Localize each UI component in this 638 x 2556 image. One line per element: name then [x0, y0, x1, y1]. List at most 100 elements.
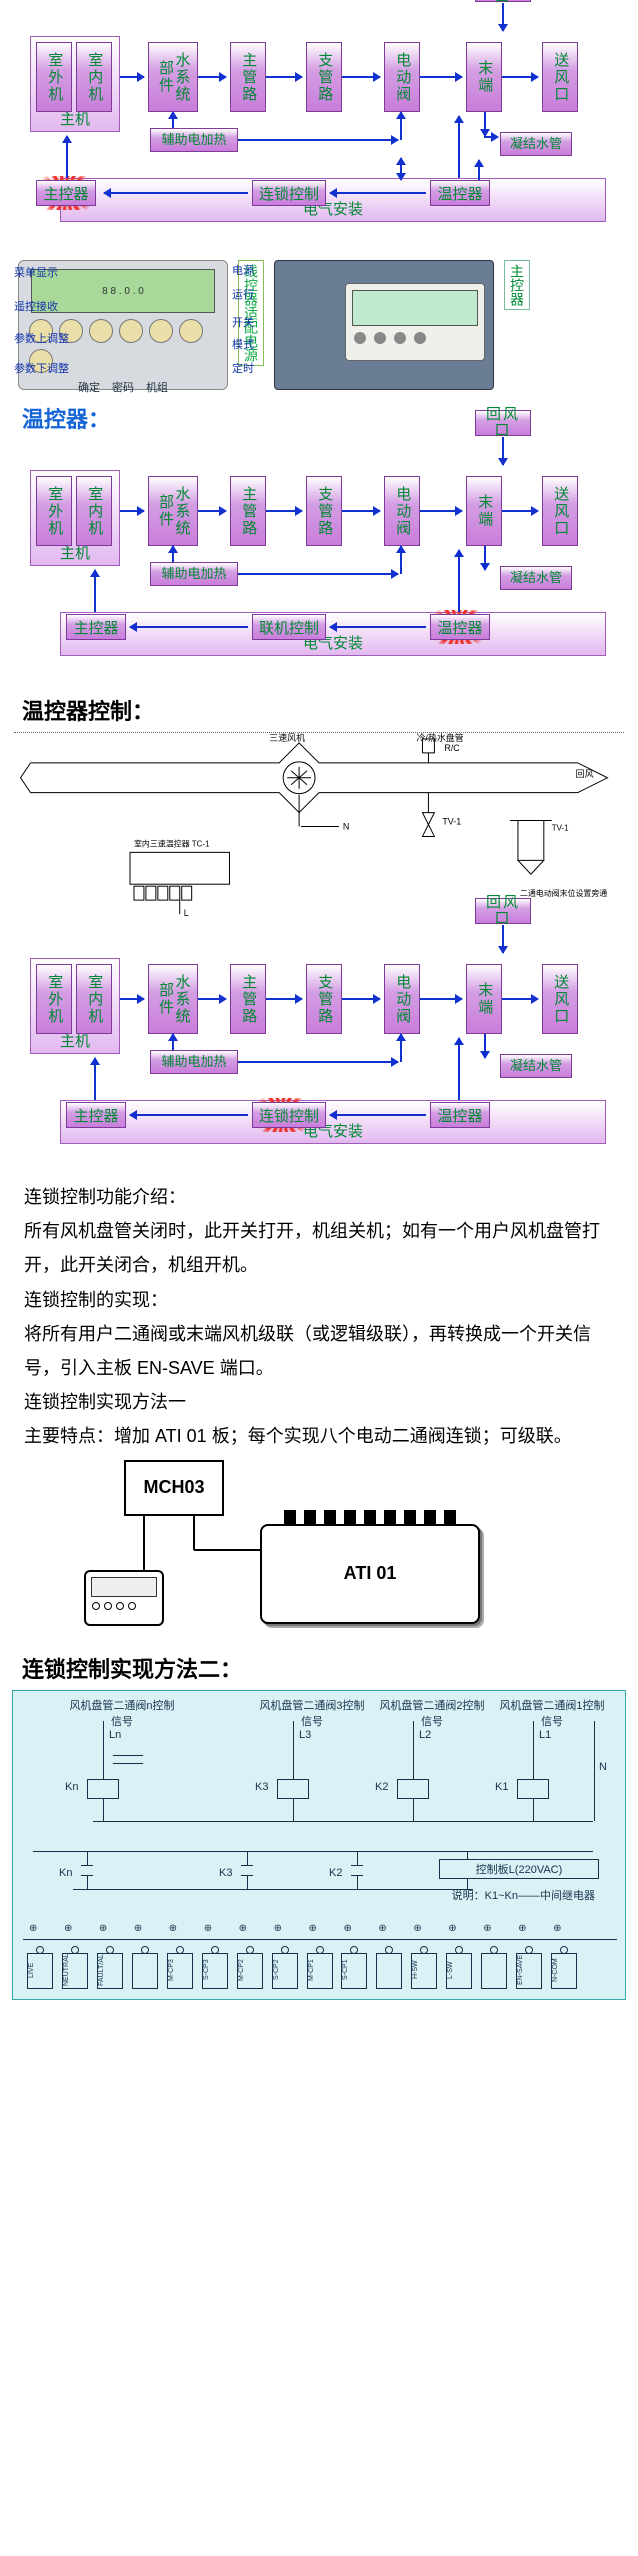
p: 连锁控制功能介绍：	[24, 1180, 614, 1214]
lad-N: N	[599, 1761, 607, 1773]
ctl-main-2: 主控器	[66, 614, 126, 640]
p: 主要特点：增加 ATI 01 板；每个实现八个电动二通阀连锁；可级联。	[24, 1419, 614, 1453]
arrow	[104, 192, 248, 194]
arrow	[120, 510, 144, 512]
lad-card: N-COM	[551, 1953, 577, 1989]
remote-right-face	[345, 283, 485, 361]
arrow	[484, 1034, 486, 1058]
svg-text:二通电动阀末位设置旁通: 二通电动阀末位设置旁通	[520, 888, 607, 898]
arrow	[266, 76, 302, 78]
ctl-main-3: 主控器	[66, 1102, 126, 1128]
lbl: 遥控接收	[14, 298, 58, 314]
lad-K2: K2	[329, 1867, 342, 1879]
svg-text:N: N	[343, 821, 349, 831]
arrow	[266, 998, 302, 1000]
flowchart-3: 回风口 主机 室外机 室内机 水系统部件 主管路 支管路 电动阀 末端 送风口 …	[30, 930, 608, 1170]
arrow	[400, 546, 402, 574]
ctl-temp-2: 温控器	[430, 614, 490, 640]
bar-elec-1: 电气安装	[60, 178, 606, 222]
arrow	[172, 1034, 174, 1050]
arrow	[172, 112, 174, 128]
ctl-temp-3: 温控器	[430, 1102, 490, 1128]
node-outdoor: 室外机	[36, 476, 72, 546]
board-label-box: 控制板L(220VAC)	[439, 1859, 599, 1879]
lad-card: S-CP2	[272, 1953, 298, 1989]
node-mainpipe: 主管路	[230, 476, 266, 546]
remote-right-caption: 主控器	[504, 260, 530, 310]
arrow	[502, 998, 538, 1000]
p: 所有风机盘管关闭时，此开关打开，机组关机；如有一个用户风机盘管打开，此开关闭合，…	[24, 1214, 614, 1282]
body-text: 连锁控制功能介绍： 所有风机盘管关闭时，此开关打开，机组关机；如有一个用户风机盘…	[24, 1180, 614, 1454]
lbl: 密码	[112, 379, 134, 395]
arrow	[458, 550, 460, 612]
lad-L: L3	[299, 1729, 311, 1741]
node-indoor: 室内机	[76, 476, 112, 546]
arrow	[484, 546, 486, 570]
remote-btn[interactable]	[179, 319, 203, 343]
lbl: 运行	[232, 286, 254, 302]
remote-btn[interactable]	[89, 319, 113, 343]
lad-card: FAULT/ALARM	[97, 1953, 123, 1989]
node-condensate: 凝结水管	[500, 132, 572, 156]
lad-coil	[277, 1779, 309, 1799]
node-valve: 电动阀	[384, 42, 420, 112]
arrow	[342, 510, 380, 512]
lad-K: K1	[495, 1781, 508, 1793]
lad-card: LIVE	[27, 1953, 53, 1989]
remote-btn[interactable]	[119, 319, 143, 343]
arrow	[198, 76, 226, 78]
arrow	[342, 998, 380, 1000]
arrow	[120, 998, 144, 1000]
ati-terminals	[284, 1510, 456, 1526]
arrow	[484, 136, 498, 138]
remote-btn[interactable]	[149, 319, 173, 343]
arrow	[238, 573, 398, 575]
lbl: 参数下调整	[14, 360, 69, 376]
arrow	[238, 1061, 398, 1063]
node-valve: 电动阀	[384, 476, 420, 546]
arrow	[94, 1058, 96, 1100]
node-outdoor: 室外机	[36, 42, 72, 112]
p: 连锁控制实现方法一	[24, 1385, 614, 1419]
node-supply: 送风口	[542, 42, 578, 112]
arrow	[198, 998, 226, 1000]
lbl: 定时	[232, 360, 254, 376]
lad-rail	[23, 1939, 617, 1940]
node-indoor: 室内机	[76, 964, 112, 1034]
lbl: 确定	[78, 379, 100, 395]
p: 连锁控制的实现：	[24, 1283, 614, 1317]
lad-L: L2	[419, 1729, 431, 1741]
bar-elec-2: 电气安装	[60, 612, 606, 656]
schematic-svg: N 三速风机 冷/热水盘管 回风 R/C TV-1 室内三速温控器 TC-1 L…	[14, 733, 624, 922]
ladder-note: 说明：K1~Kn——中间继电器	[452, 1887, 595, 1903]
lbl: 开关	[232, 314, 254, 330]
arrow	[400, 1034, 402, 1062]
node-valve: 电动阀	[384, 964, 420, 1034]
ctl-interlock-1: 连锁控制	[252, 180, 326, 206]
arrow	[458, 1038, 460, 1100]
svg-text:室内三速温控器 TC-1: 室内三速温控器 TC-1	[134, 838, 210, 848]
arrow	[400, 112, 402, 140]
arrow	[94, 570, 96, 612]
arrow	[502, 76, 538, 78]
lad-card: M-CP3	[167, 1953, 193, 1989]
node-branchpipe: 支管路	[306, 964, 342, 1034]
bar-elec-3: 电气安装	[60, 1100, 606, 1144]
arrow	[330, 626, 426, 628]
lad-rail	[33, 1851, 593, 1852]
module-diagram: MCH03 ATI 01	[24, 1460, 614, 1640]
remote-right	[274, 260, 494, 390]
remote-right-lcd	[352, 290, 478, 326]
node-branchpipe: 支管路	[306, 476, 342, 546]
arrow	[420, 76, 462, 78]
svg-text:回风: 回风	[576, 769, 594, 779]
p: 将所有用户二通阀或末端风机级联（或逻辑级联），再转换成一个开关信号，引入主板 E…	[24, 1317, 614, 1385]
arrow	[120, 76, 144, 78]
lad-card: M-CP2	[237, 1953, 263, 1989]
lad-card: H-SW	[411, 1953, 437, 1989]
node-condensate: 凝结水管	[500, 1054, 572, 1078]
lad-card: S-CP1	[341, 1953, 367, 1989]
node-outdoor: 室外机	[36, 964, 72, 1034]
node-watersys: 水系统部件	[148, 964, 198, 1034]
ladder-diagram: 风机盘管二通阀n控制信号 Ln Kn 风机盘管二通阀3控制信号 L3 K3 风机…	[12, 1690, 626, 2000]
